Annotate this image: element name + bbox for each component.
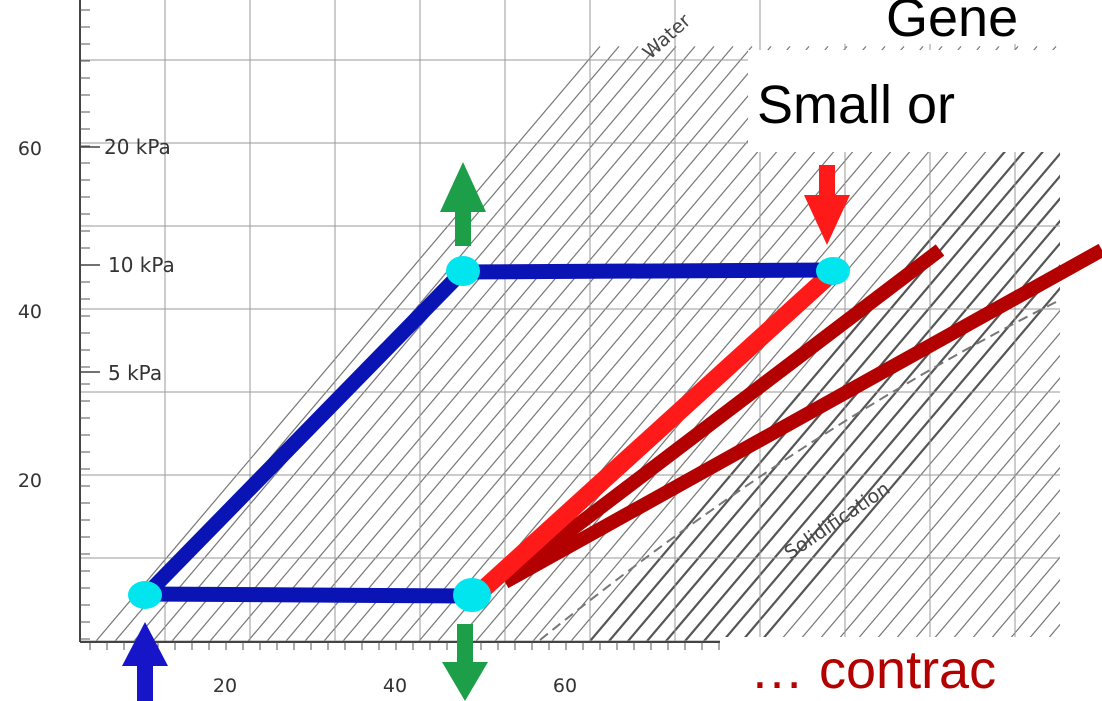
slide-bottom-fragment: … contrac	[750, 640, 996, 700]
compression-line	[469, 263, 842, 603]
slide-title-fragment: Gene	[886, 0, 1018, 48]
state-point-2	[446, 256, 480, 286]
state-point-4	[453, 578, 491, 612]
blue-up-arrow	[122, 622, 168, 701]
state-point-1	[128, 581, 162, 609]
slide-subtitle-fragment: Small or	[757, 75, 955, 135]
pressure-label-20kpa: 20 kPa	[104, 135, 171, 159]
green-down-arrow	[442, 624, 488, 701]
x-tick-label-20: 20	[213, 675, 237, 697]
x-tick-label-60: 60	[553, 675, 577, 697]
solidification-curve	[539, 299, 1061, 641]
hatch-line	[170, 46, 677, 642]
bottom-text-box	[720, 637, 1102, 701]
green-up-arrow	[440, 162, 486, 246]
state-point-3	[816, 257, 850, 285]
cycle-lower-path	[144, 586, 473, 604]
title-box	[830, 0, 1102, 44]
subtitle-box	[748, 50, 1102, 152]
y-tick-label-20: 20	[18, 470, 42, 492]
pressure-label-10kpa: 10 kPa	[108, 253, 175, 277]
contraction-line-2	[501, 243, 1102, 589]
y-tick-label-40: 40	[18, 301, 42, 323]
red-down-arrow	[804, 165, 850, 245]
pressure-label-5kpa: 5 kPa	[108, 361, 162, 385]
hatch-line	[189, 46, 696, 642]
hatch-line	[227, 46, 734, 642]
contraction-line-1	[500, 244, 945, 586]
y-tick-label-60: 60	[18, 138, 42, 160]
x-tick-label-40: 40	[383, 675, 407, 697]
hatch-line	[208, 46, 715, 642]
hatch-line	[246, 46, 753, 642]
hatch-line	[151, 46, 658, 642]
